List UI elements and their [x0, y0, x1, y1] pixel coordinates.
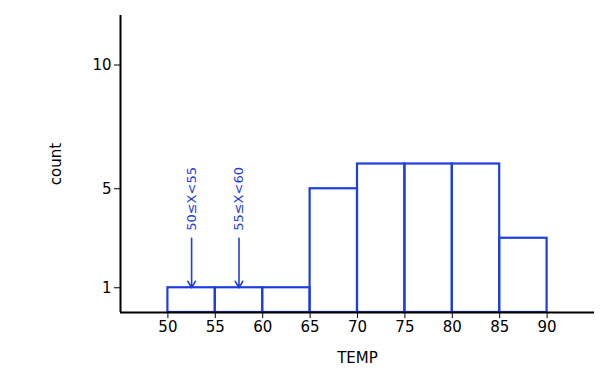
svg-text:5: 5 [102, 180, 112, 198]
svg-text:1: 1 [102, 279, 112, 297]
svg-text:80: 80 [443, 318, 462, 336]
svg-text:55≤X<60: 55≤X<60 [231, 167, 246, 231]
svg-text:50: 50 [158, 318, 177, 336]
svg-text:65: 65 [301, 318, 320, 336]
svg-text:10: 10 [92, 56, 111, 74]
svg-text:50≤X<55: 50≤X<55 [184, 167, 199, 231]
svg-text:70: 70 [348, 318, 367, 336]
svg-text:count: count [47, 143, 65, 185]
svg-text:55: 55 [206, 318, 225, 336]
svg-text:90: 90 [538, 318, 557, 336]
svg-text:75: 75 [395, 318, 414, 336]
svg-text:60: 60 [253, 318, 272, 336]
svg-text:85: 85 [490, 318, 509, 336]
svg-text:TEMP: TEMP [336, 349, 378, 367]
